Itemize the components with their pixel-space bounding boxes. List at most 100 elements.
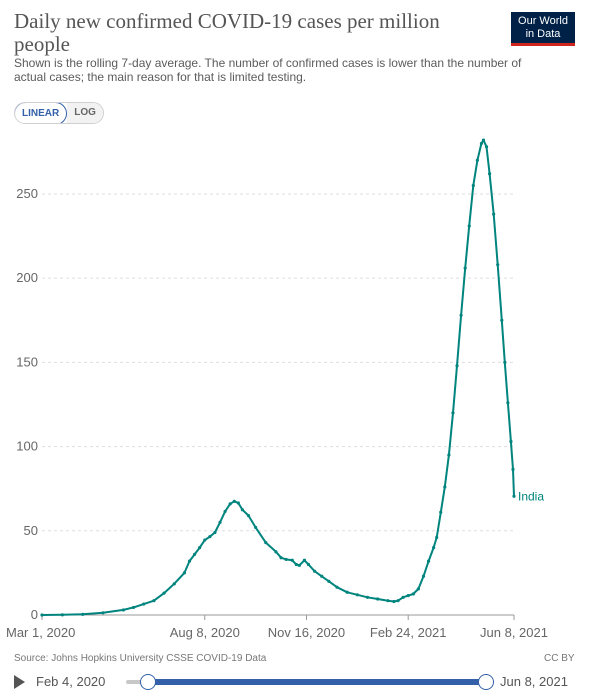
logo-line-2: in Data: [525, 28, 561, 40]
data-point: [500, 318, 504, 322]
data-point: [392, 599, 396, 604]
data-point: [101, 611, 105, 615]
play-icon[interactable]: [14, 675, 25, 689]
timeline-range: [146, 679, 486, 685]
chart-title: Daily new confirmed COVID-19 cases per m…: [14, 9, 440, 56]
data-point: [60, 613, 64, 617]
data-point: [213, 530, 217, 535]
data-point: [228, 502, 232, 506]
data-point: [254, 525, 258, 530]
data-point: [208, 535, 212, 539]
x-axis: Mar 1, 2020 Aug 8, 2020 Nov 16, 2020 Feb 24…: [6, 614, 548, 640]
data-point: [335, 585, 339, 589]
data-point: [187, 559, 192, 563]
data-point: [484, 145, 489, 149]
data-point: [182, 571, 187, 575]
logo-line-1: Our World: [518, 15, 568, 27]
data-point: [459, 313, 463, 317]
data-point: [455, 364, 459, 368]
data-point: [467, 224, 471, 228]
timeline-start-handle[interactable]: [140, 674, 156, 690]
timeline-end-label: Jun 8, 2021: [500, 674, 568, 689]
owid-logo[interactable]: Our World in Data: [511, 12, 575, 46]
linear-scale-button[interactable]: LINEAR: [14, 103, 68, 123]
series-line-india: [41, 139, 515, 616]
data-point: [274, 550, 278, 554]
data-point: [509, 439, 513, 444]
data-point: [487, 172, 492, 176]
data-point: [313, 569, 317, 573]
data-point: [152, 599, 156, 603]
data-point: [223, 509, 227, 514]
data-point: [345, 590, 349, 594]
data-point: [401, 595, 405, 599]
data-point: [406, 594, 410, 598]
y-tick-label: 150: [16, 354, 38, 369]
data-point: [479, 141, 484, 146]
x-tick-label: Jun 8, 2021: [480, 625, 548, 640]
x-tick-label: Mar 1, 2020: [6, 625, 75, 640]
data-point: [451, 411, 455, 415]
data-point: [496, 263, 500, 267]
chart-subtitle: Shown is the rolling 7-day average. The …: [14, 56, 522, 84]
data-point: [386, 599, 390, 603]
data-point: [297, 563, 301, 567]
scale-toggle[interactable]: LINEAR LOG: [14, 102, 104, 124]
data-point: [376, 597, 380, 601]
y-tick-label: 50: [24, 523, 38, 538]
data-point: [327, 579, 331, 583]
source-note[interactable]: Source: Johns Hopkins University CSSE CO…: [14, 653, 267, 664]
data-point: [142, 602, 146, 606]
y-tick-label: 200: [16, 270, 38, 285]
data-point: [232, 499, 236, 503]
data-point: [81, 612, 85, 616]
log-scale-button[interactable]: LOG: [67, 103, 103, 123]
data-point: [396, 599, 400, 603]
data-point: [192, 552, 197, 556]
data-point: [432, 546, 436, 550]
data-point: [416, 587, 420, 591]
timeline-end-handle[interactable]: [478, 674, 494, 690]
data-point: [439, 510, 443, 514]
y-tick-label: 250: [16, 186, 38, 201]
y-axis: 0 50 100 150 200 250: [16, 186, 38, 622]
data-point: [198, 546, 202, 550]
data-point: [302, 558, 307, 562]
data-point: [240, 508, 244, 512]
data-point: [279, 556, 283, 560]
data-point: [506, 401, 510, 405]
data-point: [203, 538, 207, 542]
series-label: India: [518, 489, 544, 503]
data-point: [426, 559, 431, 563]
data-point: [512, 494, 516, 498]
data-point: [218, 520, 222, 524]
data-point: [40, 613, 44, 617]
data-point: [443, 485, 447, 489]
data-point: [162, 591, 166, 595]
data-point: [290, 558, 294, 562]
data-point: [471, 183, 475, 188]
y-tick-label: 100: [16, 439, 38, 454]
data-point: [435, 535, 439, 540]
data-point: [284, 557, 288, 562]
data-point: [172, 582, 176, 586]
timeline-slider[interactable]: Feb 4, 2020 Jun 8, 2021: [14, 672, 579, 692]
x-tick-label: Nov 16, 2020: [268, 625, 345, 640]
license-link[interactable]: CC BY: [544, 653, 575, 664]
data-point: [421, 574, 426, 578]
data-point: [475, 158, 479, 162]
data-point: [355, 593, 359, 597]
data-point: [294, 562, 298, 567]
chart-grid: [42, 193, 514, 532]
data-point: [264, 540, 268, 545]
data-point: [492, 212, 496, 216]
data-point: [503, 360, 507, 364]
data-point: [481, 138, 486, 142]
data-point: [236, 501, 240, 505]
x-tick-label: Feb 24, 2021: [370, 625, 447, 640]
data-point: [365, 595, 370, 599]
data-point: [320, 574, 324, 578]
timeline-start-label: Feb 4, 2020: [36, 674, 106, 689]
data-point: [246, 514, 251, 518]
